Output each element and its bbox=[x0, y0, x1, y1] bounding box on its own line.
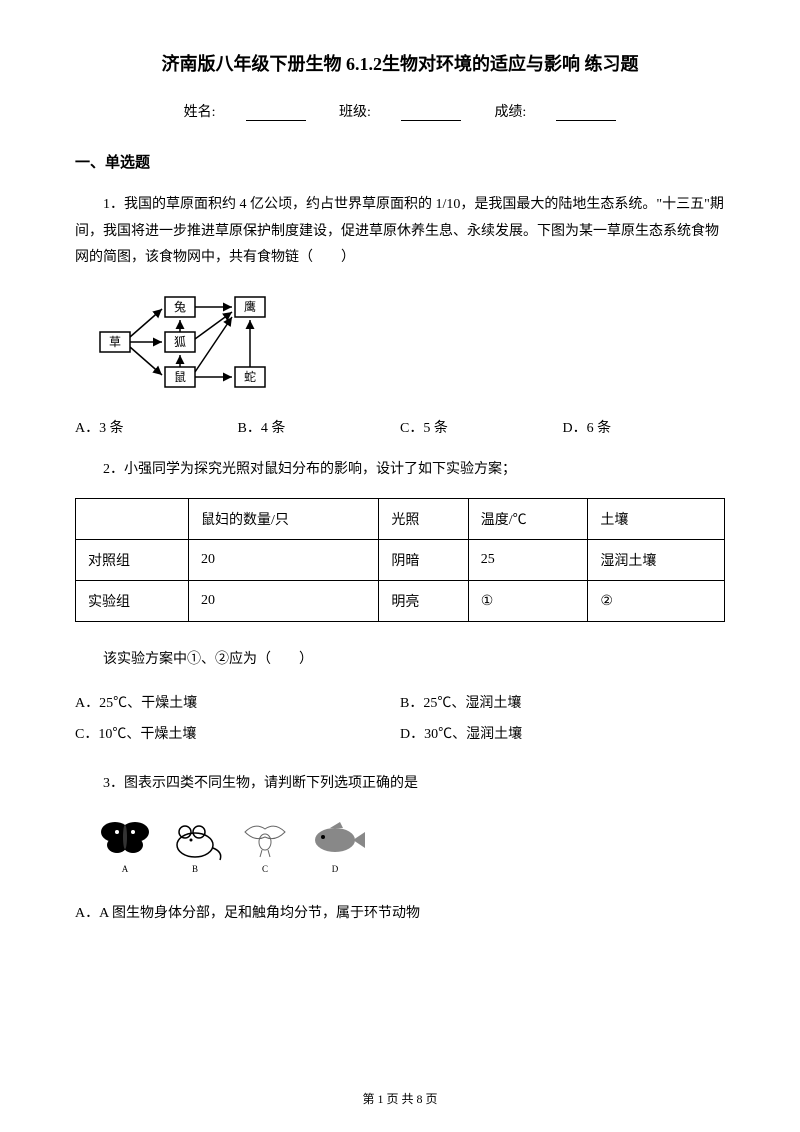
page-footer: 第 1 页 共 8 页 bbox=[0, 1090, 800, 1107]
q1-option-d[interactable]: D．6 条 bbox=[563, 417, 726, 437]
table-header: 土壤 bbox=[588, 499, 725, 540]
q1-option-a[interactable]: A．3 条 bbox=[75, 417, 238, 437]
question-2-subtext: 该实验方案中①、②应为（ ） bbox=[75, 647, 725, 674]
svg-text:A: A bbox=[122, 864, 129, 874]
table-cell: 20 bbox=[189, 540, 379, 581]
page-title: 济南版八年级下册生物 6.1.2生物对环境的适应与影响 练习题 bbox=[75, 50, 725, 76]
q1-option-c[interactable]: C．5 条 bbox=[400, 417, 563, 437]
food-web-diagram: 草 兔 狐 鼠 鹰 蛇 bbox=[95, 287, 305, 397]
class-label: 班级: bbox=[339, 105, 371, 120]
q2-options: A．25℃、干燥土壤 B．25℃、湿润土壤 C．10℃、干燥土壤 D．30℃、湿… bbox=[75, 689, 725, 751]
table-row: 实验组 20 明亮 ① ② bbox=[76, 581, 725, 622]
svg-text:鼠: 鼠 bbox=[174, 370, 186, 384]
table-row: 对照组 20 阴暗 25 湿润土壤 bbox=[76, 540, 725, 581]
class-blank[interactable] bbox=[401, 107, 461, 121]
score-blank[interactable] bbox=[556, 107, 616, 121]
q2-option-a[interactable]: A．25℃、干燥土壤 bbox=[75, 689, 400, 720]
name-label: 姓名: bbox=[184, 105, 216, 120]
svg-text:D: D bbox=[332, 864, 339, 874]
experiment-table: 鼠妇的数量/只 光照 温度/℃ 土壤 对照组 20 阴暗 25 湿润土壤 实验组… bbox=[75, 498, 725, 622]
question-2-text: 2．小强同学为探究光照对鼠妇分布的影响，设计了如下实验方案； bbox=[75, 457, 725, 484]
svg-text:草: 草 bbox=[109, 335, 121, 349]
svg-text:兔: 兔 bbox=[174, 299, 186, 314]
svg-text:C: C bbox=[262, 864, 268, 874]
student-info: 姓名: 班级: 成绩: bbox=[75, 101, 725, 121]
q2-option-c[interactable]: C．10℃、干燥土壤 bbox=[75, 720, 400, 751]
table-header-row: 鼠妇的数量/只 光照 温度/℃ 土壤 bbox=[76, 499, 725, 540]
table-cell: 阴暗 bbox=[379, 540, 468, 581]
svg-text:蛇: 蛇 bbox=[244, 369, 256, 384]
section-header: 一、单选题 bbox=[75, 151, 725, 172]
svg-text:鹰: 鹰 bbox=[244, 299, 256, 314]
svg-text:B: B bbox=[192, 864, 198, 874]
q3-option-a[interactable]: A．A 图生物身体分部，足和触角均分节，属于环节动物 bbox=[75, 902, 725, 922]
table-header: 鼠妇的数量/只 bbox=[189, 499, 379, 540]
q2-option-d[interactable]: D．30℃、湿润土壤 bbox=[400, 720, 725, 751]
table-cell: 对照组 bbox=[76, 540, 189, 581]
table-header: 光照 bbox=[379, 499, 468, 540]
q2-option-b[interactable]: B．25℃、湿润土壤 bbox=[400, 689, 725, 720]
table-cell: 明亮 bbox=[379, 581, 468, 622]
svg-text:狐: 狐 bbox=[174, 335, 186, 349]
table-cell: 湿润土壤 bbox=[588, 540, 725, 581]
table-cell: 25 bbox=[468, 540, 588, 581]
question-3-text: 3．图表示四类不同生物，请判断下列选项正确的是 bbox=[75, 771, 725, 798]
table-cell: ① bbox=[468, 581, 588, 622]
table-header: 温度/℃ bbox=[468, 499, 588, 540]
score-label: 成绩: bbox=[494, 105, 526, 120]
name-blank[interactable] bbox=[246, 107, 306, 121]
q1-options: A．3 条 B．4 条 C．5 条 D．6 条 bbox=[75, 417, 725, 437]
q1-option-b[interactable]: B．4 条 bbox=[238, 417, 401, 437]
table-cell: 实验组 bbox=[76, 581, 189, 622]
table-header bbox=[76, 499, 189, 540]
table-cell: ② bbox=[588, 581, 725, 622]
question-1-text: 1．我国的草原面积约 4 亿公顷，约占世界草原面积的 1/10，是我国最大的陆地… bbox=[75, 192, 725, 272]
animals-diagram: A B C D bbox=[95, 812, 375, 882]
table-cell: 20 bbox=[189, 581, 379, 622]
